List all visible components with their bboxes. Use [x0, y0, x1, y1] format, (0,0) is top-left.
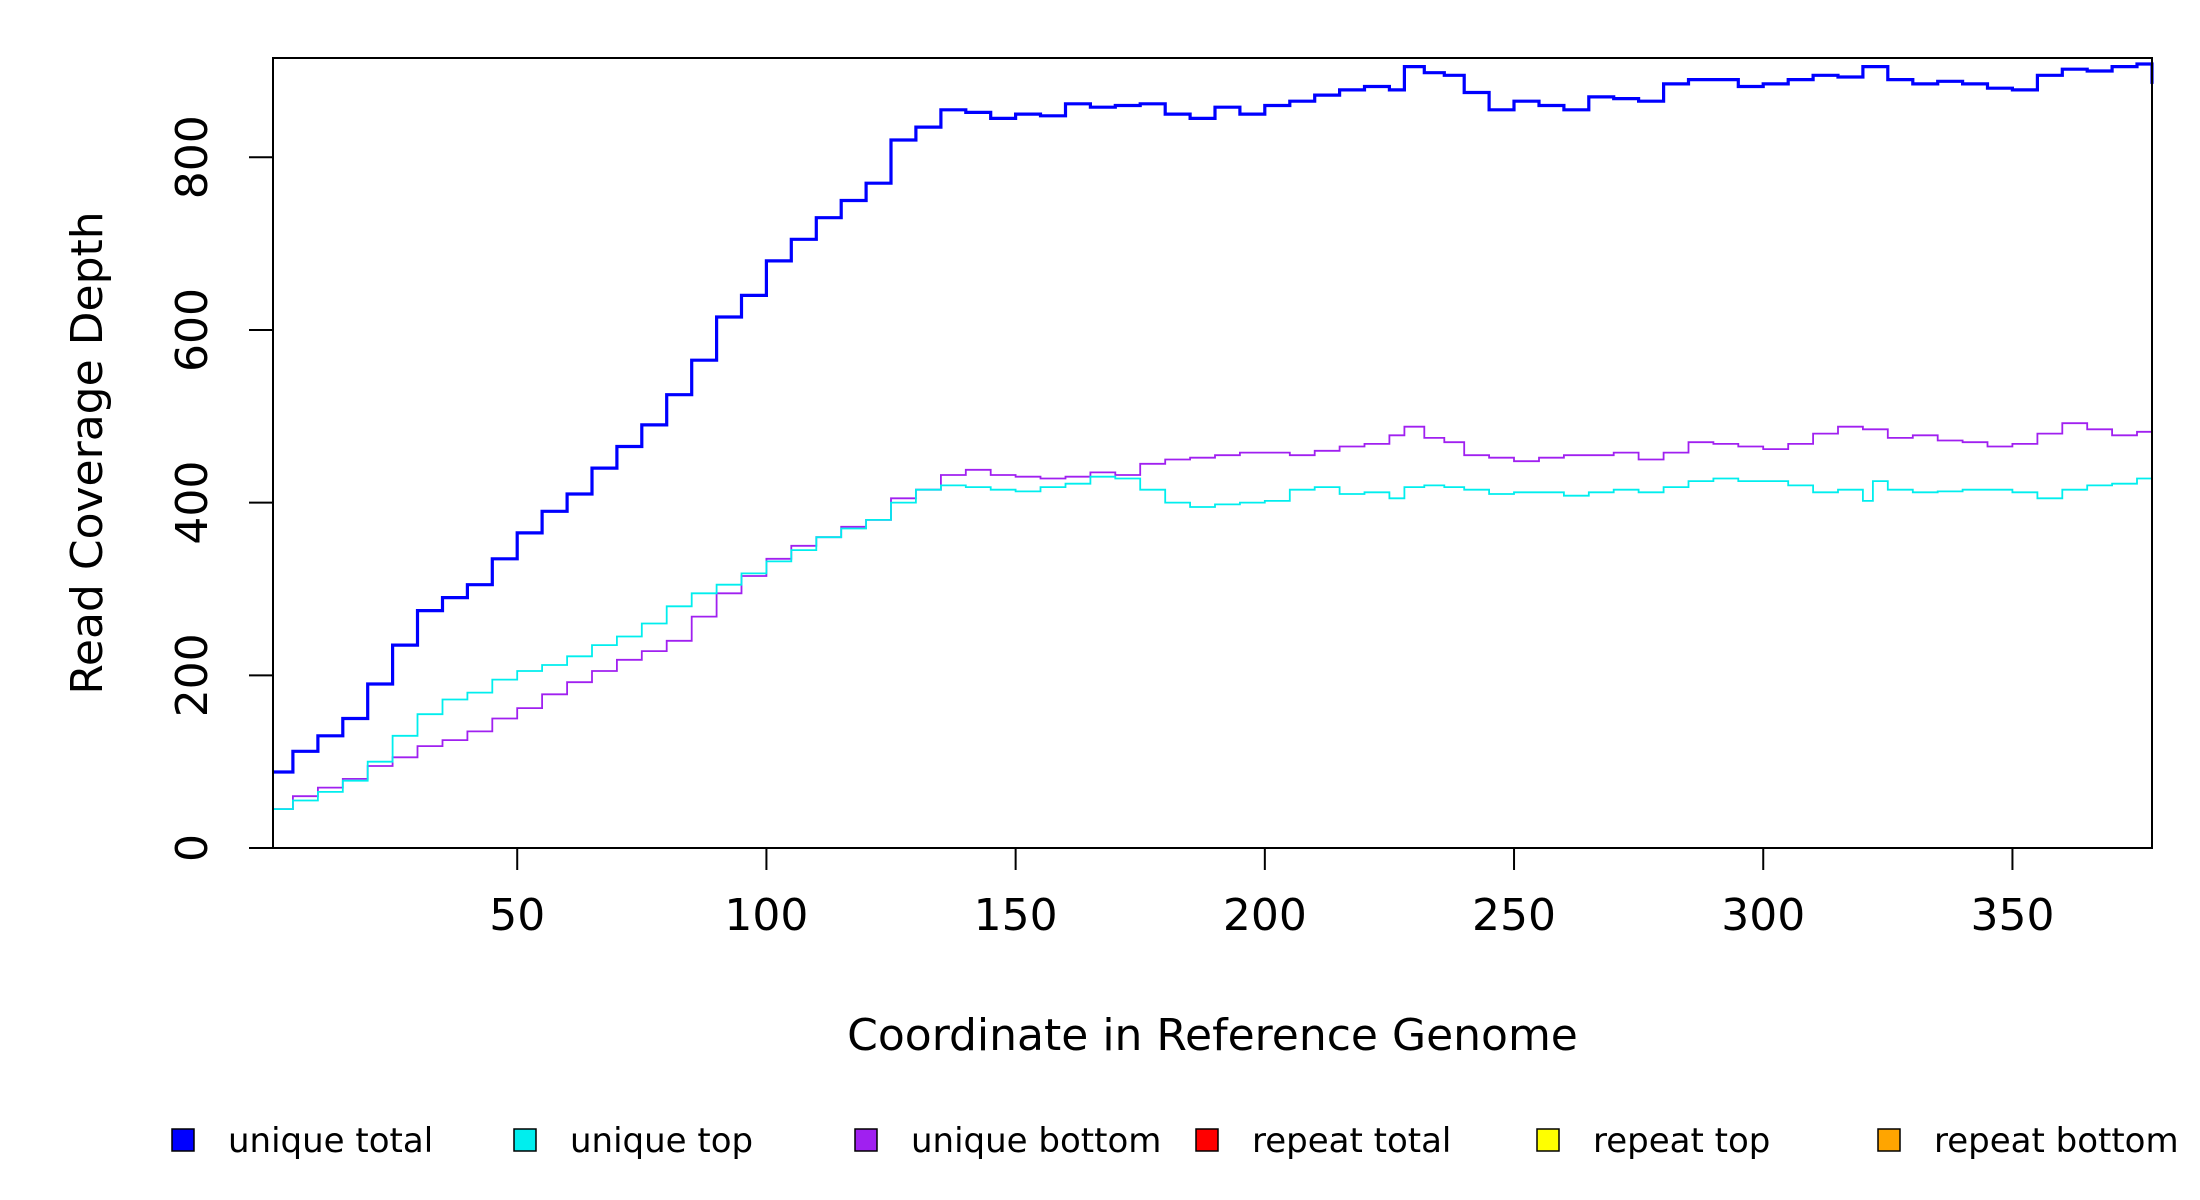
- legend-swatch: [171, 1128, 195, 1152]
- y-tick-label: 600: [167, 288, 218, 372]
- y-axis-title: Read Coverage Depth: [62, 211, 113, 694]
- legend-swatch: [1536, 1128, 1560, 1152]
- legend-swatch: [1195, 1128, 1219, 1152]
- plot-frame: [272, 57, 2153, 849]
- legend: unique total unique top unique bottom repea…: [171, 1121, 2179, 1161]
- series-line-unique-bottom: [273, 422, 2153, 810]
- x-tick-label: 50: [489, 890, 545, 941]
- x-tick-label: 150: [974, 890, 1058, 941]
- series-line-unique-total: [273, 62, 2154, 774]
- legend-label: repeat total: [1252, 1121, 1451, 1161]
- legend-label: repeat bottom: [1934, 1121, 2179, 1161]
- y-tick-label: 0: [167, 834, 218, 862]
- legend-label: unique bottom: [911, 1121, 1161, 1161]
- legend-label: unique total: [228, 1121, 433, 1161]
- legend-swatch: [854, 1128, 878, 1152]
- x-tick-label: 300: [1721, 890, 1805, 941]
- legend-label: repeat top: [1593, 1121, 1770, 1161]
- y-tick-label: 200: [167, 633, 218, 717]
- x-tick-label: 350: [1970, 890, 2054, 941]
- y-tick-label: 400: [167, 461, 218, 545]
- x-tick-label: 250: [1472, 890, 1556, 941]
- x-axis: 50 100 150 200 250 300 350: [489, 848, 2054, 941]
- x-axis-title: Coordinate in Reference Genome: [847, 1010, 1578, 1061]
- x-tick-label: 200: [1223, 890, 1307, 941]
- y-axis: 0 200 400 600 800: [167, 115, 273, 862]
- legend-label: unique top: [570, 1121, 753, 1161]
- series-line-unique-top: [273, 475, 2153, 810]
- legend-swatch: [1877, 1128, 1901, 1152]
- x-tick-label: 100: [724, 890, 808, 941]
- legend-swatch: [513, 1128, 537, 1152]
- y-tick-label: 800: [167, 115, 218, 199]
